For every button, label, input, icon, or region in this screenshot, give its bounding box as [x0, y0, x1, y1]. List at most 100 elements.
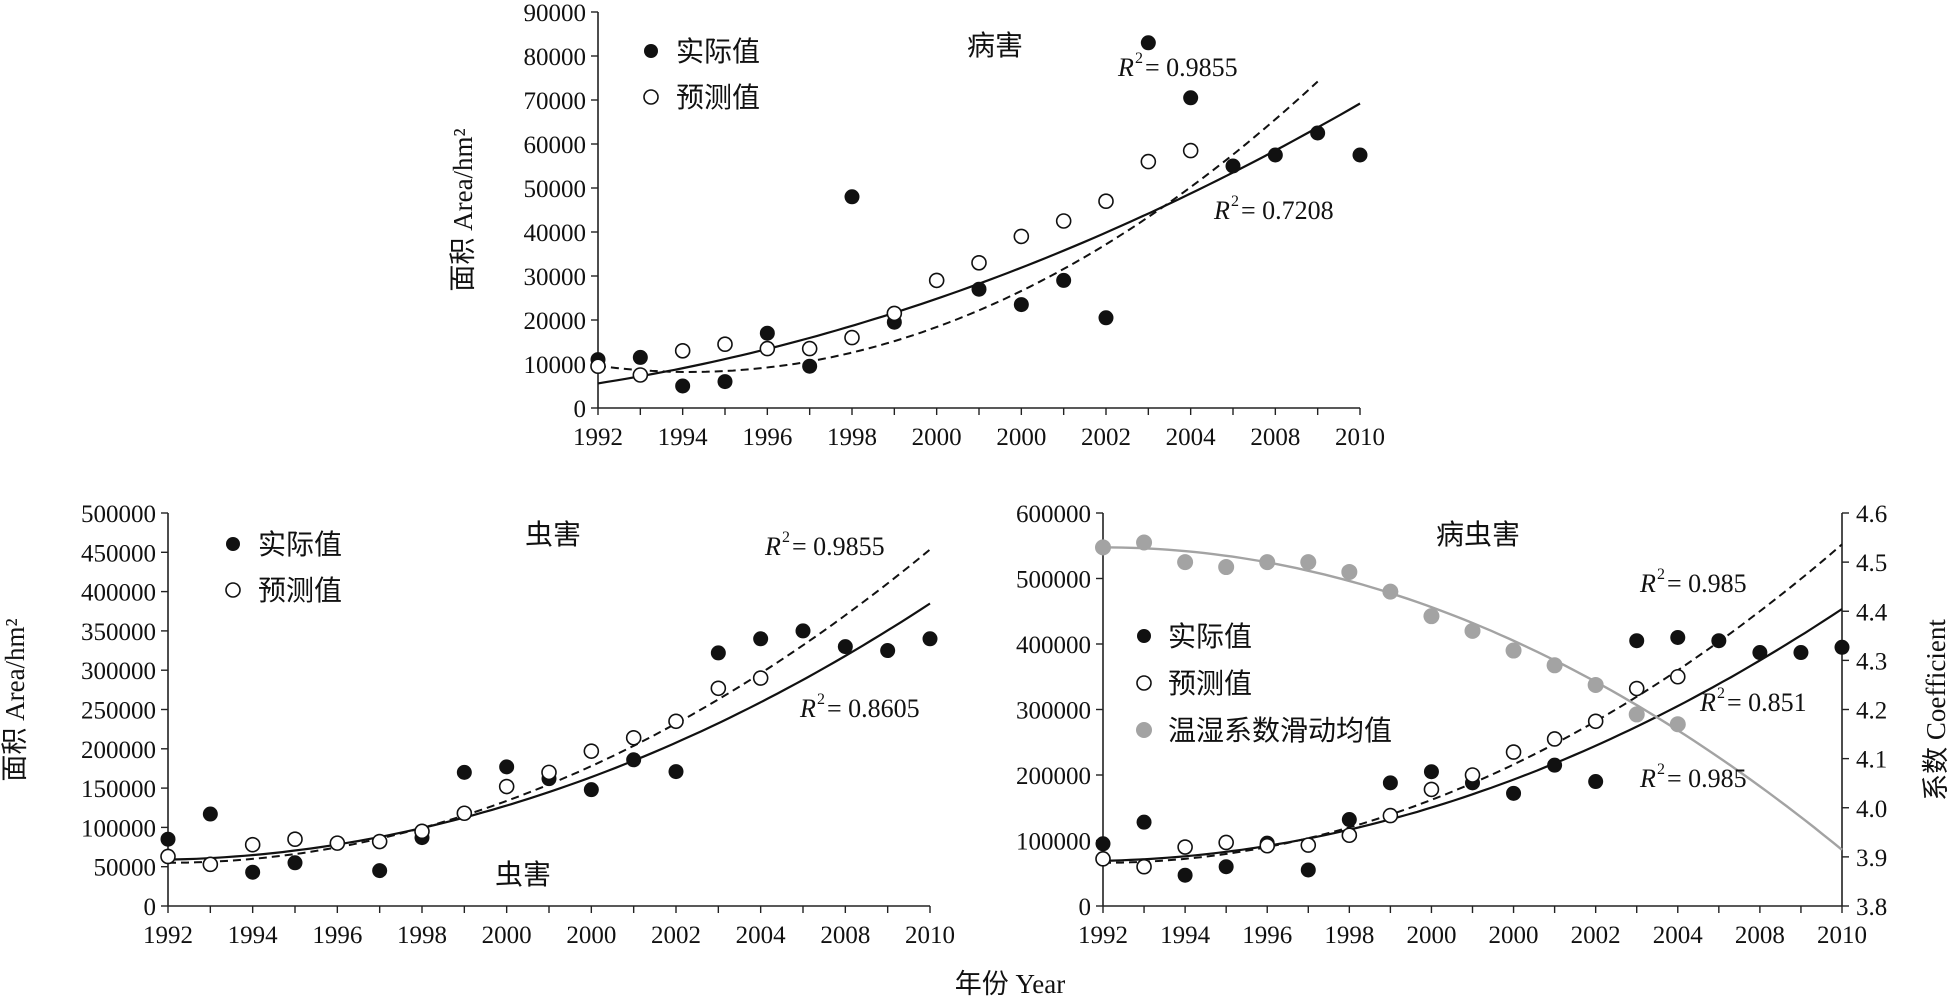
y-tick-label: 400000 — [1016, 632, 1091, 659]
point-filled — [1588, 774, 1604, 790]
x-tick-label: 2000 — [996, 424, 1046, 451]
disease-insect-r2-solid-label: R 2 = 0.851 — [1699, 685, 1807, 717]
point-open — [717, 336, 733, 353]
point-open — [886, 305, 903, 322]
y2-tick-label: 4.5 — [1856, 550, 1887, 577]
y-tick-label: 150000 — [81, 776, 156, 803]
disease-insect-y2-ticks: 3.8 3.9 4.0 4.1 4.2 4.3 4.4 4.5 4.6 — [1842, 501, 1888, 921]
point-open — [632, 367, 649, 383]
point-filled — [710, 645, 726, 661]
x-tick-label: 1992 — [1078, 922, 1128, 949]
y2-tick-label: 4.4 — [1856, 599, 1888, 626]
disease-insect-y-ticks: 0 100000 200000 300000 400000 500000 600000 — [1016, 501, 1103, 921]
y-tick-label: 300000 — [81, 658, 156, 685]
point-filled — [1056, 272, 1072, 288]
disease-insect-y2-label: 系数 Coefficient — [1921, 619, 1951, 801]
insect-r2-solid-label: R 2 = 0.8605 — [799, 691, 920, 723]
x-tick-label: 2000 — [1406, 922, 1456, 949]
y-tick-label: 300000 — [1016, 698, 1091, 725]
x-tick-label: 1994 — [1160, 922, 1211, 949]
point-open — [1669, 668, 1686, 685]
point-filled — [1752, 645, 1768, 661]
svg-text:= 0.8605: = 0.8605 — [827, 694, 920, 723]
point-open — [590, 358, 606, 375]
point-filled — [759, 325, 775, 341]
svg-text:2: 2 — [1231, 193, 1239, 210]
svg-text:= 0.985: = 0.985 — [1667, 764, 1747, 793]
point-gray — [1177, 554, 1194, 571]
svg-text:= 0.985: = 0.985 — [1667, 569, 1747, 598]
point-open — [1587, 713, 1604, 730]
legend-actual-marker — [644, 44, 658, 58]
point-open — [1098, 193, 1114, 209]
point-filled — [1382, 775, 1398, 791]
point-open — [329, 835, 346, 851]
disease-insect-chart: 0 100000 200000 300000 400000 500000 600000 3.… — [1016, 501, 1951, 949]
legend-actual-marker — [226, 537, 240, 551]
point-filled — [1310, 125, 1326, 141]
point-open — [1341, 827, 1358, 844]
legend-predicted-label: 预测值 — [258, 575, 342, 607]
insect-annotation: 虫害 — [495, 859, 551, 891]
disease-insect-x-ticks: 1992 1994 1996 1998 2000 2000 2002 2004 2008 2010 — [1078, 906, 1867, 949]
svg-text:R: R — [1117, 53, 1134, 82]
point-filled — [1267, 147, 1283, 163]
point-filled — [456, 764, 472, 780]
point-gray — [1628, 706, 1645, 723]
y-tick-label: 200000 — [1016, 763, 1091, 790]
y-tick-label: 0 — [574, 396, 587, 423]
point-filled — [626, 752, 642, 768]
y2-tick-label: 4.1 — [1856, 747, 1887, 774]
point-filled — [717, 374, 733, 390]
point-open — [1182, 142, 1199, 159]
point-filled — [1341, 812, 1357, 828]
point-filled — [1352, 147, 1368, 163]
svg-text:R: R — [1639, 569, 1656, 598]
x-tick-label: 1996 — [1242, 922, 1292, 949]
point-filled — [1013, 297, 1029, 313]
x-tick-label: 2000 — [1489, 922, 1539, 949]
point-filled — [287, 855, 303, 871]
svg-text:R: R — [764, 532, 781, 561]
x-tick-label: 2010 — [1335, 424, 1385, 451]
svg-text:R: R — [1213, 196, 1230, 225]
x-tick-label: 2002 — [651, 922, 701, 949]
point-open — [287, 831, 303, 847]
trendline-solid — [167, 602, 931, 861]
point-gray — [1136, 534, 1153, 551]
point-open — [1628, 680, 1645, 697]
x-tick-label: 1992 — [573, 424, 623, 451]
y-tick-label: 250000 — [81, 698, 156, 725]
point-filled — [1225, 158, 1241, 174]
disease-x-ticks: 1992 1994 1996 1998 2000 2000 2002 2004 2008 2010 — [573, 408, 1385, 451]
insect-y-label: 面积 Area/hm² — [0, 618, 30, 781]
point-filled — [1711, 633, 1727, 649]
x-tick-label: 2000 — [566, 922, 616, 949]
x-tick-label: 2008 — [1735, 922, 1785, 949]
figure-x-label: 年份 Year — [955, 969, 1066, 999]
legend-actual-label: 实际值 — [676, 36, 760, 68]
svg-text:R: R — [1639, 764, 1656, 793]
disease-chart: 0 10000 20000 30000 40000 50000 60000 70000 8000… — [448, 0, 1385, 451]
disease-insect-title: 病虫害 — [1436, 519, 1520, 551]
point-filled — [837, 639, 853, 655]
point-open — [1505, 744, 1522, 760]
y2-tick-label: 4.3 — [1856, 648, 1887, 675]
point-gray — [1300, 554, 1317, 571]
y2-tick-label: 4.2 — [1856, 698, 1887, 725]
point-filled — [675, 378, 691, 394]
point-open — [1259, 837, 1276, 854]
point-open — [971, 254, 987, 271]
svg-text:2: 2 — [1657, 761, 1665, 778]
legend-predicted-marker — [643, 89, 659, 105]
y-tick-label: 30000 — [524, 264, 587, 291]
x-tick-label: 1994 — [658, 424, 709, 451]
point-gray — [1505, 642, 1522, 659]
y2-tick-label: 3.9 — [1856, 845, 1887, 872]
point-gray — [1218, 559, 1235, 576]
y-tick-label: 70000 — [524, 88, 587, 115]
point-filled — [1095, 836, 1111, 852]
y2-tick-label: 3.8 — [1856, 894, 1887, 921]
y-tick-label: 450000 — [81, 540, 156, 567]
point-filled — [1218, 859, 1234, 875]
